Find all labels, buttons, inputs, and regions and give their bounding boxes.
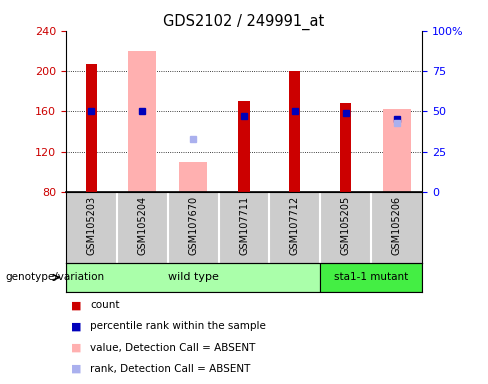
Bar <box>320 263 422 292</box>
Text: value, Detection Call = ABSENT: value, Detection Call = ABSENT <box>90 343 256 353</box>
Text: ■: ■ <box>71 364 81 374</box>
Bar <box>179 162 207 192</box>
Text: sta1-1 mutant: sta1-1 mutant <box>334 272 408 283</box>
Text: GSM107712: GSM107712 <box>290 195 300 255</box>
Text: genotype/variation: genotype/variation <box>5 272 104 283</box>
Text: count: count <box>90 300 120 310</box>
Text: GDS2102 / 249991_at: GDS2102 / 249991_at <box>163 13 325 30</box>
Text: wild type: wild type <box>168 272 219 283</box>
Bar <box>128 51 156 192</box>
Bar <box>289 71 301 192</box>
Text: GSM107711: GSM107711 <box>239 195 249 255</box>
Text: ■: ■ <box>71 300 81 310</box>
Bar <box>239 101 249 192</box>
Bar <box>383 109 411 192</box>
Text: ■: ■ <box>71 343 81 353</box>
Text: GSM105204: GSM105204 <box>137 195 147 255</box>
Text: GSM105206: GSM105206 <box>392 195 402 255</box>
Bar <box>66 263 320 292</box>
Text: GSM107670: GSM107670 <box>188 195 198 255</box>
Text: GSM105205: GSM105205 <box>341 195 351 255</box>
Bar <box>340 103 351 192</box>
Text: percentile rank within the sample: percentile rank within the sample <box>90 321 266 331</box>
Text: ■: ■ <box>71 321 81 331</box>
Text: rank, Detection Call = ABSENT: rank, Detection Call = ABSENT <box>90 364 251 374</box>
Text: GSM105203: GSM105203 <box>86 195 96 255</box>
Bar <box>86 64 97 192</box>
